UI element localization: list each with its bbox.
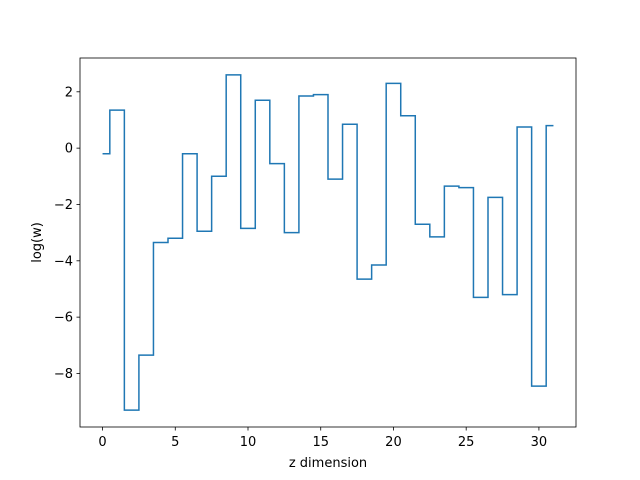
x-tick-label: 5	[171, 435, 179, 450]
plot-area	[79, 57, 577, 428]
y-axis-label: log(w)	[30, 222, 45, 263]
y-tick-label: −4	[54, 254, 73, 269]
y-tick-label: −6	[54, 311, 73, 326]
x-tick-label: 15	[312, 435, 329, 450]
y-tick-label: −8	[54, 367, 73, 382]
x-tick-label: 30	[531, 435, 548, 450]
y-tick-label: 0	[65, 142, 73, 157]
x-axis-ticks: 0 5 10 15 20 25 30	[98, 427, 547, 450]
x-tick-label: 25	[458, 435, 475, 450]
axes-frame	[79, 57, 577, 428]
y-axis-ticks: −8 −6 −4 −2 0 2	[54, 85, 80, 382]
series-step-line	[102, 74, 554, 411]
series-layer	[102, 74, 554, 411]
x-tick-label: 10	[240, 435, 257, 450]
x-axis-label: z dimension	[289, 456, 367, 471]
x-tick-label: 20	[385, 435, 402, 450]
y-tick-label: −2	[54, 198, 73, 213]
y-tick-label: 2	[65, 85, 73, 100]
x-tick-label: 0	[98, 435, 106, 450]
